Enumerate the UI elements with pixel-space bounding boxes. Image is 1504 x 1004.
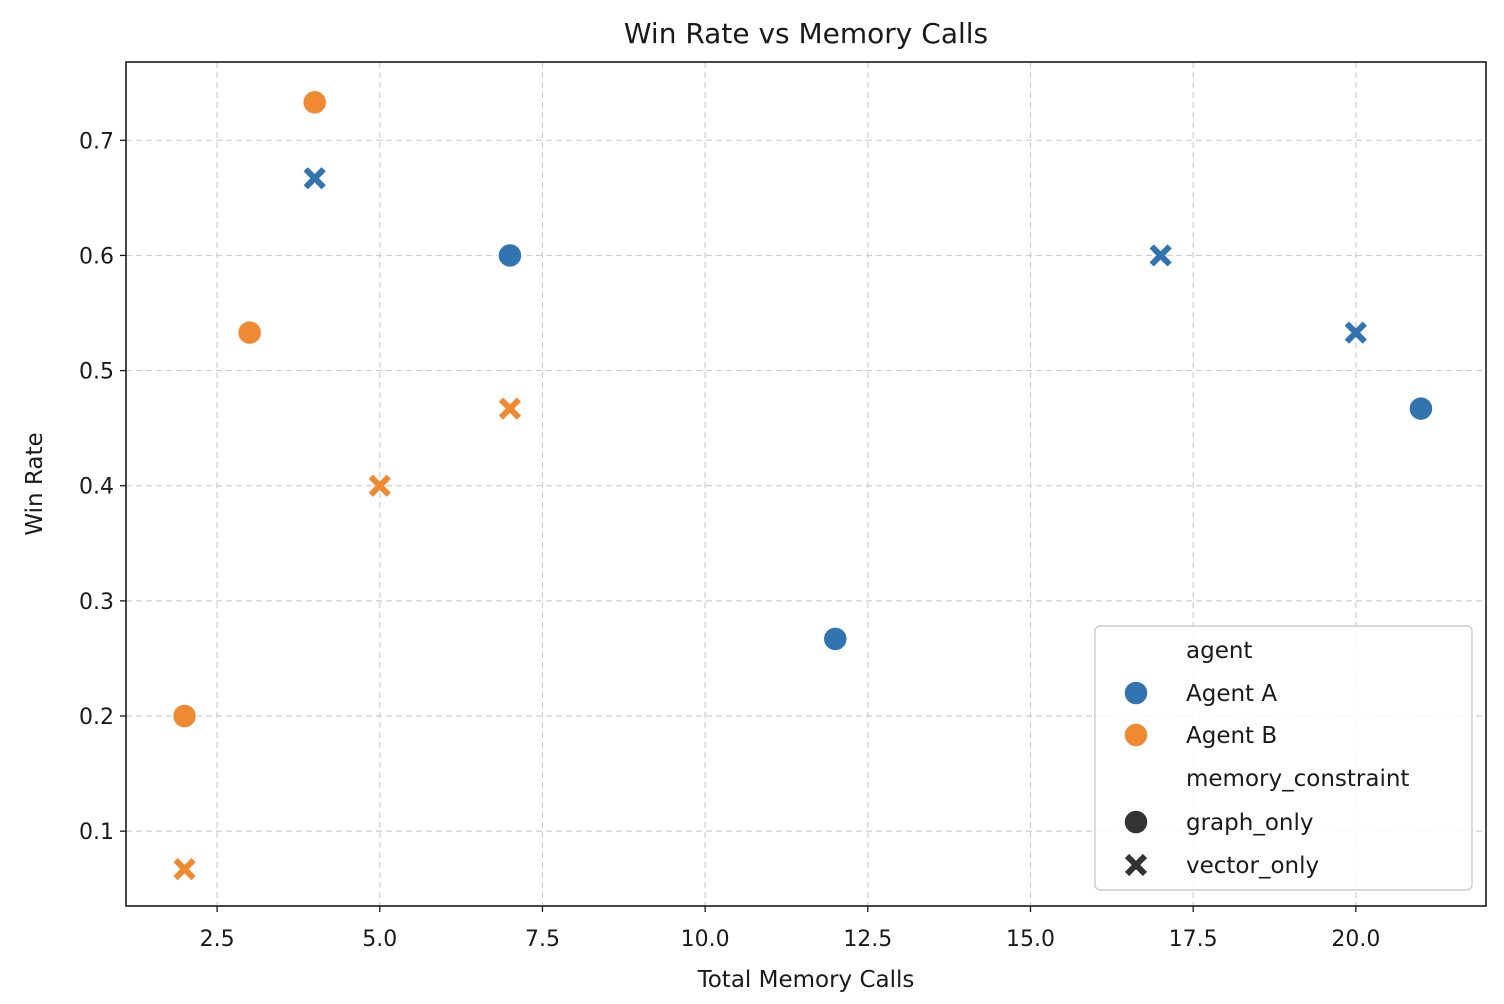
legend-label: Agent A: [1186, 681, 1277, 707]
data-point-circle: [171, 703, 198, 729]
y-axis-title: Win Rate: [22, 432, 48, 535]
legend-label: graph_only: [1186, 810, 1313, 836]
y-tick-label: 0.4: [79, 475, 114, 500]
legend-hue-title: agent: [1186, 638, 1252, 664]
legend-marker-x: [1124, 853, 1148, 877]
x-tick-label: 20.0: [1331, 927, 1380, 952]
legend-style-title: memory_constraint: [1186, 766, 1409, 792]
y-tick-label: 0.3: [79, 590, 114, 615]
data-point-x: [173, 858, 196, 881]
x-tick-label: 5.0: [362, 927, 397, 952]
plot-frame: [125, 61, 1487, 907]
y-tick-label: 0.5: [79, 360, 114, 385]
x-tick-label: 10.0: [681, 927, 730, 952]
x-tick-label: 12.5: [843, 927, 892, 952]
legend: agent Agent A Agent B memory_constraintgrap…: [1094, 625, 1473, 891]
data-points: [171, 89, 1434, 881]
data-point-circle: [301, 89, 328, 116]
data-point-x: [1149, 244, 1172, 267]
data-point-circle: [497, 242, 523, 269]
data-point-circle: [1408, 395, 1434, 422]
y-tick-label: 0.1: [79, 820, 114, 845]
y-axis-ticks: 0.1 0.2 0.3 0.4 0.5 0.6 0.7: [79, 129, 126, 845]
x-tick-label: 15.0: [1006, 927, 1055, 952]
data-point-x: [368, 474, 391, 497]
legend-label: vector_only: [1186, 853, 1319, 879]
y-tick-label: 0.7: [79, 129, 114, 154]
x-axis-title: Total Memory Calls: [697, 967, 915, 993]
data-point-circle: [236, 319, 263, 346]
data-point-x: [498, 397, 522, 420]
legend-marker-circle: [1123, 809, 1149, 835]
x-tick-label: 7.5: [525, 927, 560, 952]
legend-box: [1094, 625, 1473, 891]
legend-label: Agent B: [1186, 723, 1277, 749]
y-tick-label: 0.2: [79, 705, 114, 730]
x-tick-label: 2.5: [200, 927, 235, 952]
x-tick-label: 17.5: [1169, 927, 1218, 952]
chart-title: Win Rate vs Memory Calls: [624, 17, 988, 50]
legend-marker-circle: [1123, 680, 1149, 706]
x-axis-ticks: 2.5 5.0 7.5 10.0 12.5 15.0 17.5 20.0: [200, 906, 1380, 952]
data-point-x: [1344, 321, 1367, 344]
legend-marker-circle: [1123, 722, 1149, 748]
y-tick-label: 0.6: [79, 244, 114, 269]
data-point-circle: [822, 626, 849, 652]
data-point-x: [303, 167, 326, 190]
